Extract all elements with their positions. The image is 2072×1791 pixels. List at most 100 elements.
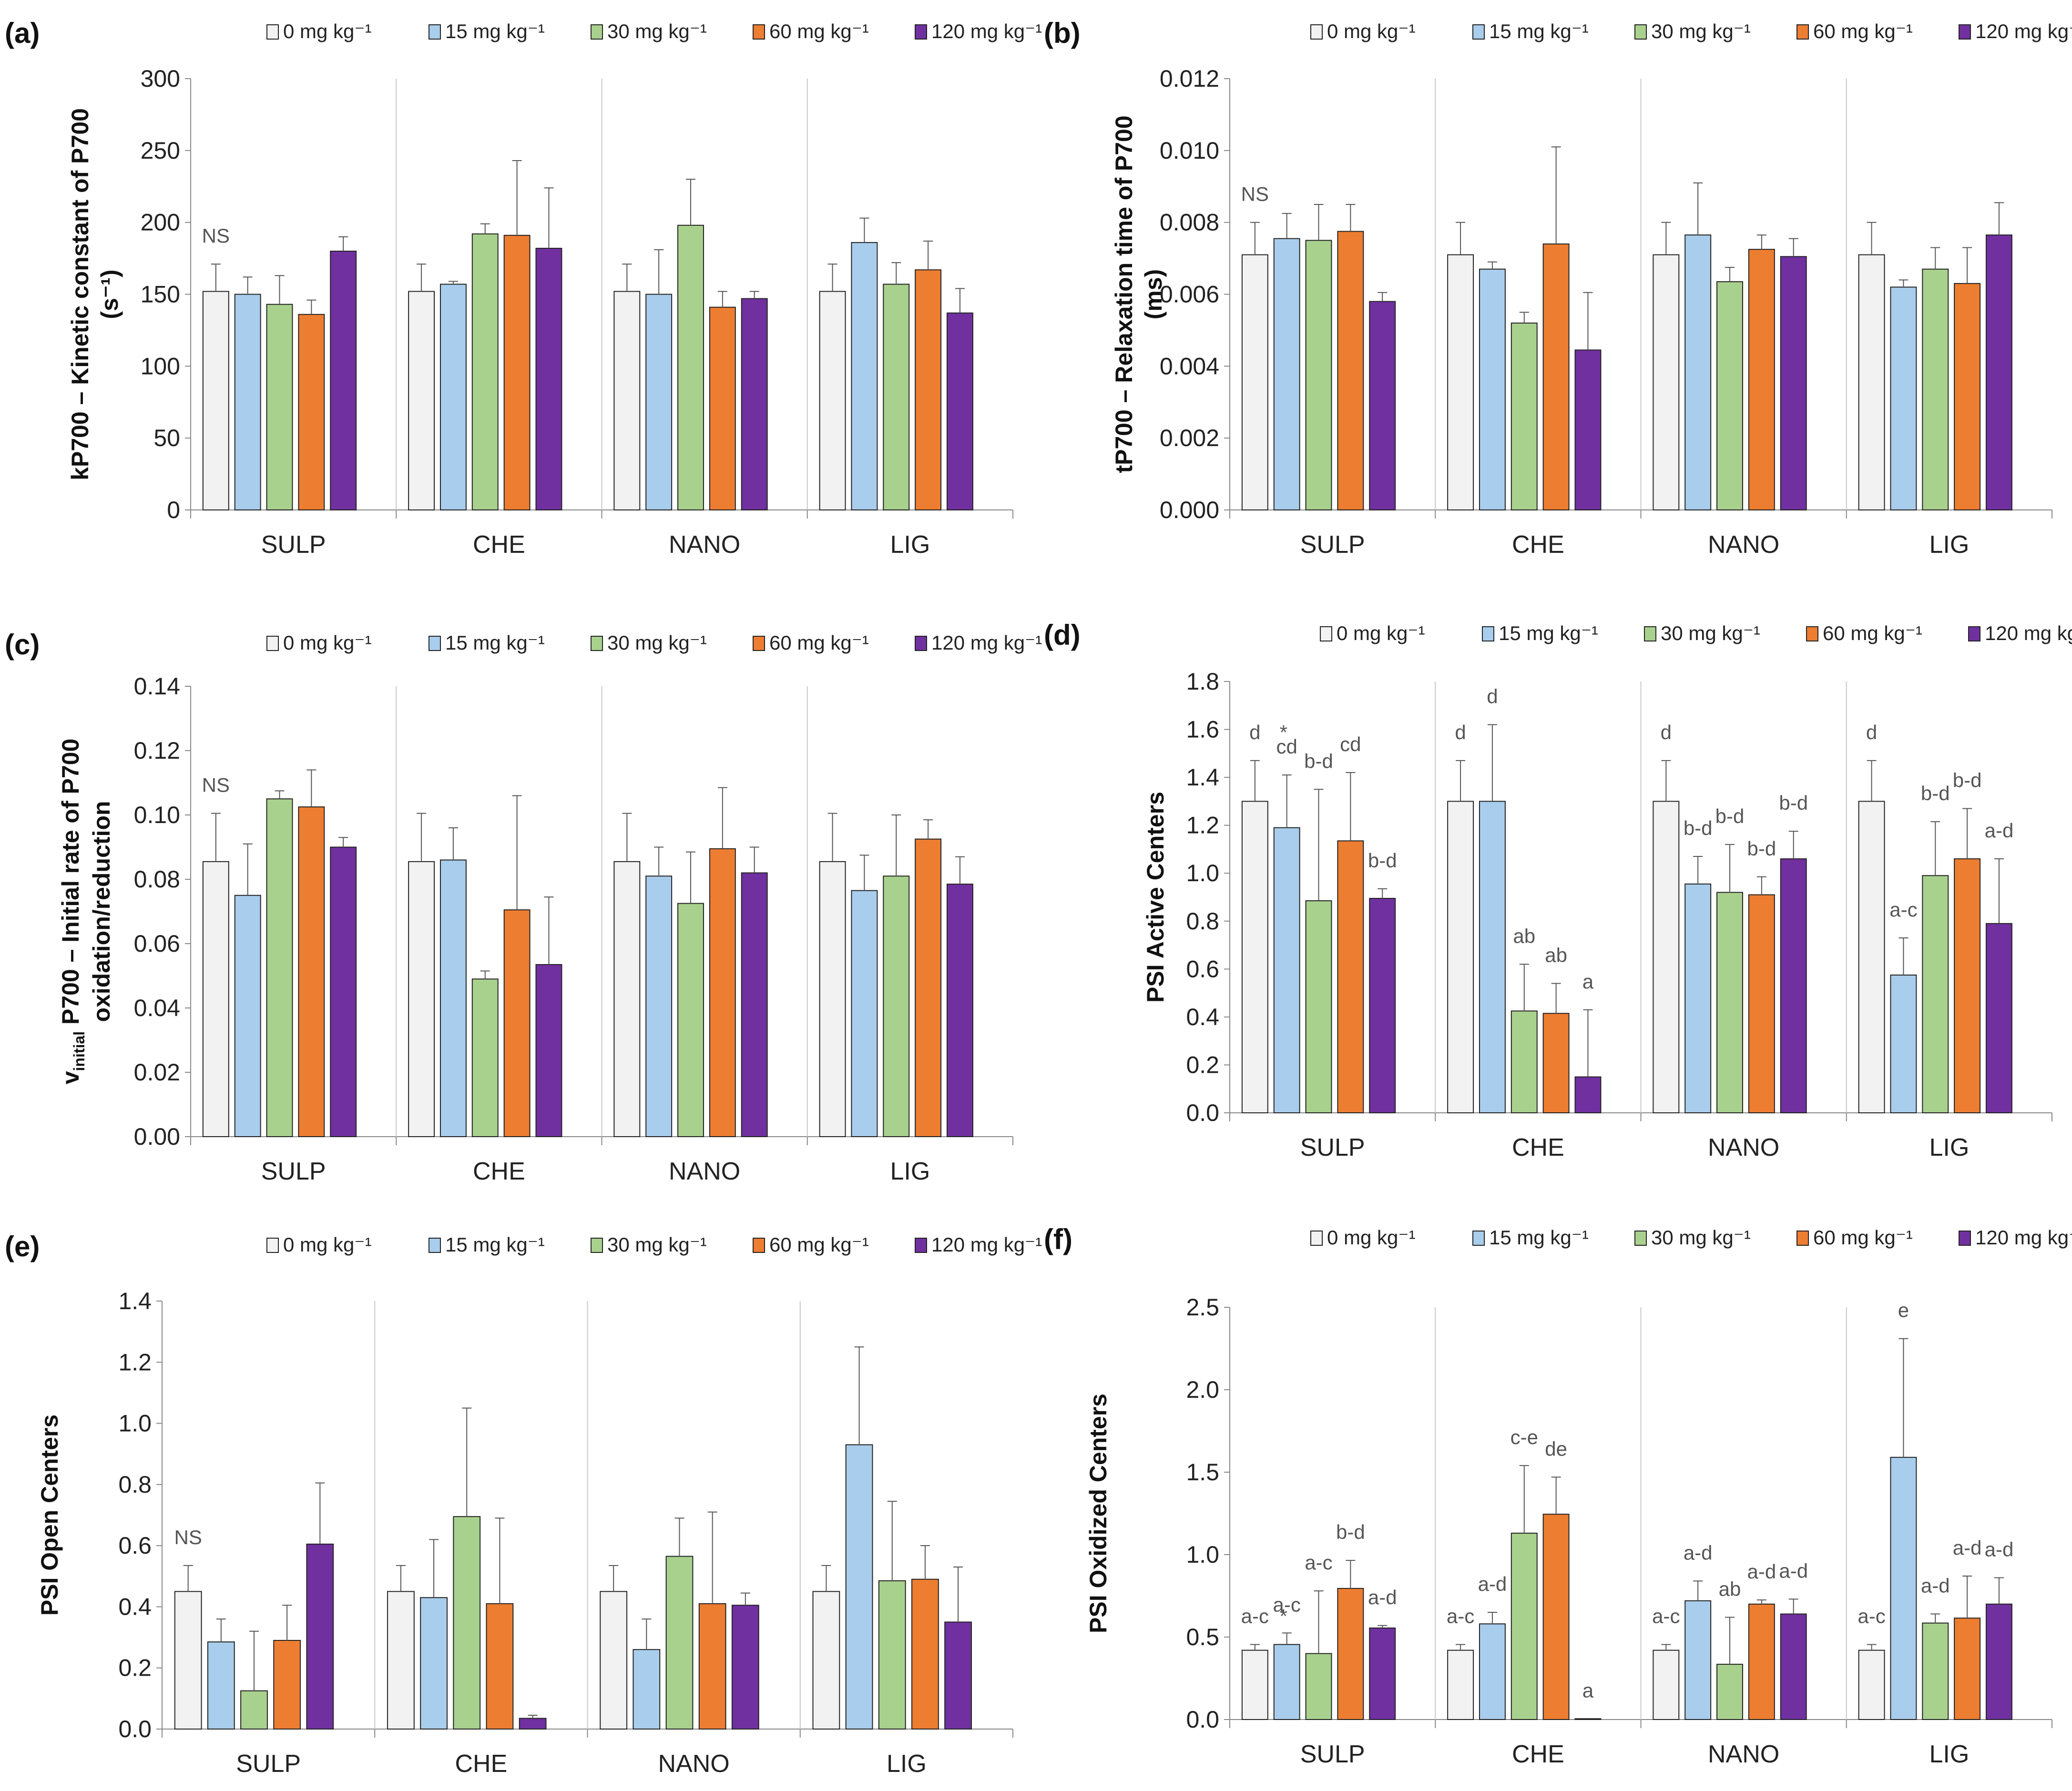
x-category-label-e-3: LIG bbox=[887, 1750, 927, 1778]
annotation-d-13: b-d bbox=[1715, 805, 1745, 827]
x-category-label-c-0: SULP bbox=[261, 1158, 326, 1185]
bar-a-cat2-s0 bbox=[613, 291, 641, 510]
panel-f-psi-oxidized-chart: (f) 0 mg kg⁻¹ 15 mg kg⁻¹ 30 mg kg⁻¹ 60 mg kg… bbox=[1039, 1195, 2072, 1791]
bar-f-cat3-s2 bbox=[1922, 1622, 1949, 1720]
annotation-f-8: c-e bbox=[1511, 1426, 1538, 1448]
legend-label-c-4: 120 mg kg⁻¹ bbox=[931, 631, 1042, 654]
bar-b-cat2-s1 bbox=[1684, 234, 1712, 510]
bar-e-cat1-s4 bbox=[519, 1718, 547, 1730]
y-axis-title-line-a-1: (s⁻¹) bbox=[96, 269, 123, 319]
y-tick-label-d-9: 1.8 bbox=[1186, 668, 1219, 695]
bar-f-cat0-s0 bbox=[1241, 1649, 1268, 1720]
bar-d-cat1-s4 bbox=[1574, 1076, 1602, 1113]
bar-d-cat3-s0 bbox=[1858, 801, 1885, 1113]
legend-label-d-1: 15 mg kg⁻¹ bbox=[1499, 622, 1598, 644]
bar-e-cat3-s3 bbox=[911, 1578, 939, 1730]
x-category-label-e-1: CHE bbox=[455, 1750, 507, 1778]
y-tick-label-e-6: 1.2 bbox=[118, 1349, 152, 1375]
bar-b-cat3-s2 bbox=[1922, 268, 1949, 510]
bar-a-cat1-s2 bbox=[471, 233, 499, 510]
y-axis-title-a: kP700 – Kinetic constant of P700 (s⁻¹) bbox=[67, 108, 123, 480]
annotation-d-3: b-d bbox=[1304, 750, 1333, 772]
legend-label-c-0: 0 mg kg⁻¹ bbox=[283, 631, 372, 654]
annotation-d-1: * bbox=[1280, 721, 1287, 743]
legend-swatch-c-4 bbox=[915, 636, 927, 651]
bar-b-cat3-s0 bbox=[1858, 254, 1885, 510]
y-axis-title-line-c-0: vinitial P700 – Initial rate of P700 bbox=[57, 739, 88, 1085]
y-tick-label-b-2: 0.004 bbox=[1160, 353, 1219, 379]
legend-swatch-d-3 bbox=[1806, 626, 1818, 641]
y-axis-title-e: PSI Open Centers bbox=[36, 1414, 63, 1616]
legend-swatch-e-2 bbox=[591, 1238, 603, 1253]
bar-c-cat0-s1 bbox=[234, 895, 261, 1137]
panel-label-c: (c) bbox=[5, 629, 40, 661]
panel-d-psi-active-chart: (d) 0 mg kg⁻¹ 15 mg kg⁻¹ 30 mg kg⁻¹ 60 mg kg… bbox=[1039, 598, 2072, 1194]
y-tick-label-e-1: 0.2 bbox=[118, 1655, 152, 1681]
annotation-d-4: cd bbox=[1340, 733, 1361, 755]
legend-label-d-3: 60 mg kg⁻¹ bbox=[1823, 622, 1922, 644]
bar-d-cat0-s3 bbox=[1337, 840, 1364, 1113]
y-tick-label-c-7: 0.14 bbox=[134, 673, 180, 700]
bar-d-cat0-s1 bbox=[1273, 827, 1300, 1113]
x-category-label-d-2: NANO bbox=[1708, 1134, 1779, 1161]
y-axis-title-f: PSI Oxidized Centers bbox=[1085, 1394, 1112, 1633]
bar-d-cat3-s3 bbox=[1954, 858, 1981, 1113]
annotation-d-8: ab bbox=[1513, 925, 1535, 947]
annotation-f-14: a-d bbox=[1747, 1560, 1776, 1583]
bar-a-cat3-s0 bbox=[819, 291, 846, 510]
annotation-f-3: a-c bbox=[1305, 1551, 1332, 1574]
bar-c-cat2-s1 bbox=[645, 875, 673, 1137]
y-tick-label-f-1: 0.5 bbox=[1186, 1624, 1219, 1650]
bar-b-cat3-s1 bbox=[1890, 286, 1917, 511]
bar-b-cat3-s4 bbox=[1986, 234, 2012, 510]
x-category-label-e-0: SULP bbox=[236, 1750, 301, 1778]
panel-label-a: (a) bbox=[5, 17, 40, 49]
annotation-b-0: NS bbox=[1241, 183, 1269, 205]
legend-swatch-b-4 bbox=[1959, 24, 1971, 40]
bar-b-cat1-s2 bbox=[1511, 322, 1538, 510]
legend-swatch-b-3 bbox=[1796, 24, 1809, 40]
y-tick-label-e-7: 1.4 bbox=[118, 1288, 152, 1314]
y-axis-title-c: vinitial P700 – Initial rate of P700 oxid… bbox=[57, 739, 115, 1085]
y-tick-label-e-3: 0.6 bbox=[118, 1532, 152, 1559]
bar-c-cat1-s2 bbox=[471, 978, 499, 1137]
y-tick-label-b-3: 0.006 bbox=[1160, 281, 1219, 308]
bar-d-cat1-s1 bbox=[1479, 801, 1506, 1113]
legend-label-e-4: 120 mg kg⁻¹ bbox=[931, 1233, 1042, 1256]
x-category-label-f-3: LIG bbox=[1929, 1740, 1969, 1768]
y-tick-label-d-1: 0.2 bbox=[1186, 1051, 1219, 1078]
legend-label-f-4: 120 mg kg⁻¹ bbox=[1975, 1226, 2072, 1249]
bar-b-cat2-s3 bbox=[1748, 249, 1775, 510]
bar-a-cat2-s3 bbox=[709, 306, 736, 511]
legend-swatch-c-1 bbox=[429, 636, 441, 651]
x-category-label-a-2: NANO bbox=[669, 531, 740, 559]
legend-label-b-2: 30 mg kg⁻¹ bbox=[1651, 20, 1751, 42]
y-axis-title-line-f-0: PSI Oxidized Centers bbox=[1085, 1394, 1112, 1633]
legend-label-c-3: 60 mg kg⁻¹ bbox=[769, 631, 869, 654]
y-tick-label-e-0: 0.0 bbox=[118, 1716, 152, 1742]
legend-swatch-b-0 bbox=[1310, 24, 1323, 40]
y-axis-title-prefix-c: v bbox=[57, 1071, 84, 1084]
bar-a-cat3-s1 bbox=[851, 242, 878, 510]
annotation-d-18: b-d bbox=[1921, 782, 1950, 804]
bar-c-cat1-s1 bbox=[439, 859, 467, 1137]
y-tick-label-f-3: 1.5 bbox=[1186, 1459, 1219, 1486]
y-tick-label-d-8: 1.6 bbox=[1186, 716, 1219, 743]
annotation-f-9: de bbox=[1545, 1437, 1567, 1460]
bar-e-cat0-s3 bbox=[273, 1639, 301, 1730]
y-tick-label-e-2: 0.4 bbox=[118, 1593, 152, 1620]
y-axis-title-d: PSI Active Centers bbox=[1142, 792, 1169, 1003]
panel-label-f: (f) bbox=[1044, 1223, 1072, 1255]
y-tick-label-c-0: 0.00 bbox=[134, 1123, 180, 1150]
bar-a-cat1-s3 bbox=[503, 234, 531, 511]
bar-a-cat1-s1 bbox=[439, 284, 467, 511]
legend-label-f-1: 15 mg kg⁻¹ bbox=[1489, 1226, 1589, 1249]
legend-label-a-3: 60 mg kg⁻¹ bbox=[769, 20, 869, 42]
bar-f-cat1-s3 bbox=[1542, 1514, 1570, 1720]
legend-label-e-0: 0 mg kg⁻¹ bbox=[283, 1233, 372, 1256]
bar-d-cat1-s3 bbox=[1542, 1013, 1570, 1113]
legend-label-e-1: 15 mg kg⁻¹ bbox=[445, 1233, 545, 1256]
legend-label-b-0: 0 mg kg⁻¹ bbox=[1327, 20, 1416, 42]
annotation-f-11: a-c bbox=[1652, 1605, 1680, 1628]
legend-swatch-a-2 bbox=[591, 24, 603, 40]
